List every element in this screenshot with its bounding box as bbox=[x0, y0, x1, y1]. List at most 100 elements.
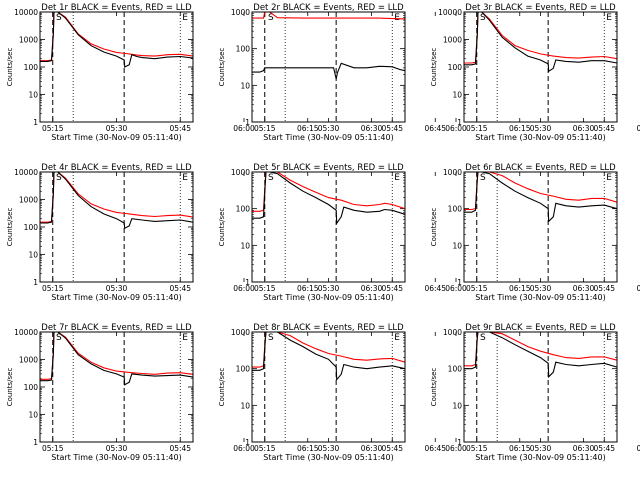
chart-title: Det 7r BLACK = Events, RED = LLD bbox=[41, 323, 192, 333]
y-tick-label: 100 bbox=[24, 63, 39, 72]
chart-title: Det 2r BLACK = Events, RED = LLD bbox=[253, 3, 404, 13]
y-tick-label: 1000 bbox=[443, 168, 462, 177]
x-tick-label: 05:45 bbox=[381, 124, 403, 133]
plot-frame bbox=[251, 171, 406, 283]
series-line-lld bbox=[40, 11, 194, 62]
y-tick-label: 10 bbox=[28, 251, 38, 260]
start-marker-label: S bbox=[480, 333, 486, 343]
start-marker-label: S bbox=[56, 333, 62, 343]
start-marker-label: S bbox=[268, 13, 274, 23]
y-tick-label: 100 bbox=[24, 383, 39, 392]
plot-frame bbox=[463, 11, 618, 123]
chart-panel-3: Det 3r BLACK = Events, RED = LLD 1 10 100 10… bbox=[430, 3, 618, 142]
y-tick-label: 1000 bbox=[19, 36, 38, 45]
y-tick-label: 1 bbox=[245, 278, 250, 287]
x-tick-label: 05:45 bbox=[169, 284, 191, 293]
y-axis-label: Counts/sec bbox=[6, 208, 14, 247]
x-tick-label: 06:30 bbox=[361, 124, 383, 133]
series-line-events bbox=[252, 331, 406, 382]
plot-frame bbox=[463, 331, 618, 443]
chart-panel-1: Det 1r BLACK = Events, RED = LLD11010010… bbox=[6, 3, 446, 142]
y-tick-label: 100 bbox=[448, 63, 463, 72]
x-tick-label: 06:15 bbox=[509, 284, 531, 293]
end-marker-label: E bbox=[606, 333, 612, 343]
series-line-lld bbox=[464, 11, 618, 64]
y-tick-label: 1000 bbox=[231, 168, 250, 177]
x-tick-label: 06:00 bbox=[233, 124, 255, 133]
x-axis-label: Start Time (30-Nov-09 05:11:40) bbox=[263, 453, 393, 462]
x-tick-label: 06:30 bbox=[573, 284, 595, 293]
chart-panel-9: Det 9r BLACK = Events, RED = LLD 1 10 100 10… bbox=[430, 323, 618, 462]
y-axis-label: Counts/sec bbox=[6, 368, 14, 407]
y-tick-label: 10 bbox=[28, 91, 38, 100]
y-tick-label: 10000 bbox=[438, 8, 462, 17]
x-tick-label: 05:30 bbox=[106, 284, 128, 293]
end-marker-label: E bbox=[182, 13, 188, 23]
x-tick-label: 05:45 bbox=[593, 444, 615, 453]
x-tick-label: 06:45 bbox=[636, 284, 640, 293]
chart-title: Det 6r BLACK = Events, RED = LLD bbox=[465, 163, 616, 173]
chart-title: Det 3r BLACK = Events, RED = LLD bbox=[465, 3, 616, 13]
plot-frame bbox=[251, 11, 406, 123]
y-tick-label: 1 bbox=[33, 118, 38, 127]
chart-title: Det 4r BLACK = Events, RED = LLD bbox=[41, 163, 192, 173]
series-line-events bbox=[252, 171, 406, 225]
y-tick-label: 10000 bbox=[14, 328, 38, 337]
x-axis-label: Start Time (30-Nov-09 05:11:40) bbox=[475, 133, 605, 142]
start-marker-label: S bbox=[268, 173, 274, 183]
plot-frame bbox=[39, 11, 194, 123]
x-tick-label: 06:15 bbox=[509, 444, 531, 453]
x-tick-label: 06:30 bbox=[361, 444, 383, 453]
y-tick-label: 1 bbox=[457, 278, 462, 287]
x-tick-label: 05:30 bbox=[318, 284, 340, 293]
chart-panel-7: Det 7r BLACK = Events, RED = LLD11010010… bbox=[6, 323, 446, 462]
y-axis-label: Counts/sec bbox=[218, 208, 226, 247]
x-tick-label: 06:00 bbox=[233, 284, 255, 293]
x-tick-label: 06:00 bbox=[233, 444, 255, 453]
x-axis-label: Start Time (30-Nov-09 05:11:40) bbox=[51, 453, 181, 462]
y-axis-label: Counts/sec bbox=[430, 368, 438, 407]
series-line-events bbox=[464, 11, 618, 73]
x-tick-label: 06:15 bbox=[509, 124, 531, 133]
series-line-lld bbox=[464, 331, 618, 367]
x-tick-label: 05:30 bbox=[530, 124, 552, 133]
x-tick-label: 05:15 bbox=[42, 444, 64, 453]
y-tick-label: 10 bbox=[28, 411, 38, 420]
y-tick-label: 10 bbox=[240, 81, 250, 90]
y-tick-label: 1000 bbox=[19, 196, 38, 205]
x-tick-label: 05:45 bbox=[593, 124, 615, 133]
y-tick-label: 100 bbox=[448, 205, 463, 214]
x-tick-label: 05:15 bbox=[42, 284, 64, 293]
x-tick-label: 05:45 bbox=[381, 284, 403, 293]
y-tick-label: 1000 bbox=[231, 328, 250, 337]
end-marker-label: E bbox=[394, 13, 400, 23]
y-tick-label: 10000 bbox=[14, 168, 38, 177]
x-tick-label: 06:15 bbox=[297, 444, 319, 453]
y-tick-label: 100 bbox=[236, 365, 251, 374]
x-tick-label: 05:30 bbox=[106, 124, 128, 133]
series-line-events bbox=[252, 62, 406, 80]
series-line-lld bbox=[252, 331, 406, 368]
series-line-lld bbox=[252, 171, 406, 212]
x-axis-label: Start Time (30-Nov-09 05:11:40) bbox=[263, 133, 393, 142]
chart-panel-8: Det 8r BLACK = Events, RED = LLD11010010… bbox=[218, 323, 640, 462]
x-tick-label: 05:45 bbox=[593, 284, 615, 293]
x-tick-label: 05:30 bbox=[318, 124, 340, 133]
start-marker-label: S bbox=[480, 173, 486, 183]
x-axis-label: Start Time (30-Nov-09 05:11:40) bbox=[475, 293, 605, 302]
y-tick-label: 10 bbox=[452, 401, 462, 410]
y-tick-label: 1 bbox=[457, 438, 462, 447]
chart-panel-4: Det 4r BLACK = Events, RED = LLD11010010… bbox=[6, 163, 446, 302]
x-tick-label: 06:30 bbox=[573, 124, 595, 133]
x-tick-label: 06:45 bbox=[424, 444, 446, 453]
x-tick-label: 06:30 bbox=[361, 284, 383, 293]
y-tick-label: 10000 bbox=[14, 8, 38, 17]
y-axis-label: Counts/sec bbox=[218, 368, 226, 407]
series-line-lld bbox=[40, 171, 194, 223]
plot-frame bbox=[251, 331, 406, 443]
series-line-events bbox=[464, 171, 618, 223]
x-tick-label: 05:15 bbox=[466, 444, 488, 453]
chart-title: Det 5r BLACK = Events, RED = LLD bbox=[253, 163, 404, 173]
x-tick-label: 05:45 bbox=[169, 124, 191, 133]
